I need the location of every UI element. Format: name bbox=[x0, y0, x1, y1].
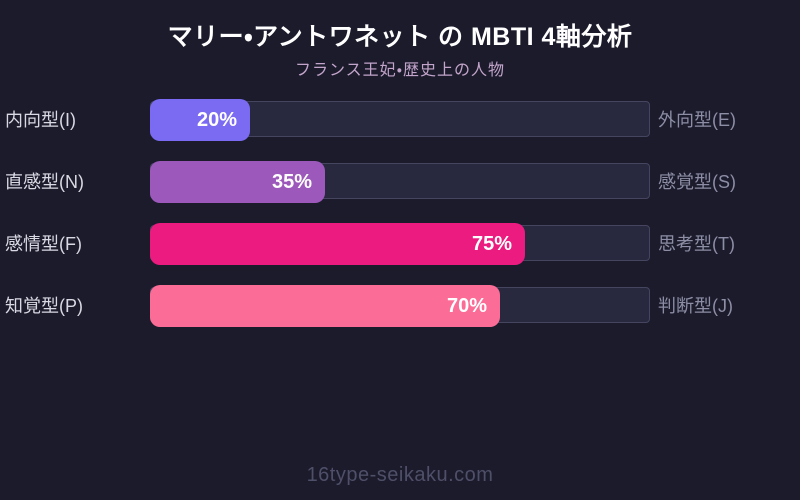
bar-row: 内向型(I) 20% 外向型(E) bbox=[0, 99, 800, 141]
bar-row: 知覚型(P) 70% 判断型(J) bbox=[0, 285, 800, 327]
bar-fill: 75% bbox=[150, 223, 525, 265]
axis-right-label: 外向型(E) bbox=[658, 110, 736, 130]
bar-row: 直感型(N) 35% 感覚型(S) bbox=[0, 161, 800, 203]
bar-value-label: 35% bbox=[271, 171, 312, 193]
page-subtitle: フランス王妃・歴史上の人物 bbox=[294, 62, 506, 79]
bar-value-label: 70% bbox=[446, 295, 487, 317]
bars: 内向型(I) 20% 外向型(E) 直感型(N) 35% 感覚型(S) 感情型(… bbox=[0, 99, 800, 347]
site-credit: 16type-seikaku.com bbox=[306, 464, 494, 486]
axis-right-label: 判断型(J) bbox=[658, 296, 733, 316]
bar-fill: 20% bbox=[150, 99, 250, 141]
axis-left-label: 知覚型(P) bbox=[5, 296, 83, 316]
bar-fill: 35% bbox=[150, 161, 325, 203]
axis-left-label: 直感型(N) bbox=[5, 172, 84, 192]
bar-value-label: 20% bbox=[196, 109, 237, 131]
bar-fill: 70% bbox=[150, 285, 500, 327]
page-title: マリー・アントワネット の MBTI 4軸分析 bbox=[167, 23, 633, 51]
axis-left-label: 内向型(I) bbox=[5, 110, 76, 130]
axis-right-label: 思考型(T) bbox=[658, 234, 735, 254]
axis-right-label: 感覚型(S) bbox=[658, 172, 736, 192]
bar-row: 感情型(F) 75% 思考型(T) bbox=[0, 223, 800, 265]
axis-left-label: 感情型(F) bbox=[5, 234, 82, 254]
bar-value-label: 75% bbox=[471, 233, 512, 255]
